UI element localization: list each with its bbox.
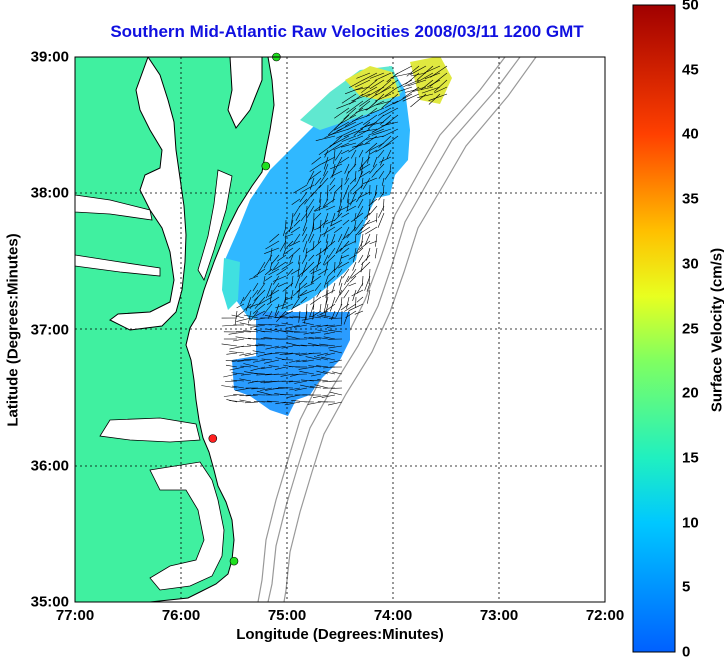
y-tick-label: 36:00 [31,457,69,474]
y-tick-label: 37:00 [31,321,69,338]
station-marker [262,162,270,170]
x-tick-label: 75:00 [268,607,306,624]
colorbar-tick-label: 25 [682,320,699,337]
y-tick-label: 38:00 [31,185,69,202]
y-tick-label: 39:00 [31,49,69,66]
y-axis-label: Latitude (Degrees:Minutes) [5,233,22,426]
station-marker [209,435,217,443]
colorbar-label: Surface Velocity (cm/s) [709,248,724,412]
colorbar-tick-label: 10 [682,514,699,531]
x-axis-label: Longitude (Degrees:Minutes) [75,626,605,643]
colorbar-tick-label: 15 [682,449,699,466]
colorbar-tick-label: 0 [682,644,690,661]
colorbar-tick-label: 50 [682,0,699,14]
colorbar-tick-label: 30 [682,255,699,272]
colorbar-tick-label: 45 [682,61,699,78]
colorbar-tick-label: 35 [682,191,699,208]
y-tick-label: 35:00 [31,594,69,611]
colorbar-tick-label: 5 [682,579,690,596]
colorbar-tick-label: 40 [682,126,699,143]
x-tick-label: 72:00 [586,607,624,624]
colorbar [633,5,675,652]
x-tick-label: 74:00 [374,607,412,624]
colorbar-tick-label: 20 [682,385,699,402]
x-tick-label: 76:00 [162,607,200,624]
station-marker [230,557,238,565]
x-tick-label: 73:00 [480,607,518,624]
